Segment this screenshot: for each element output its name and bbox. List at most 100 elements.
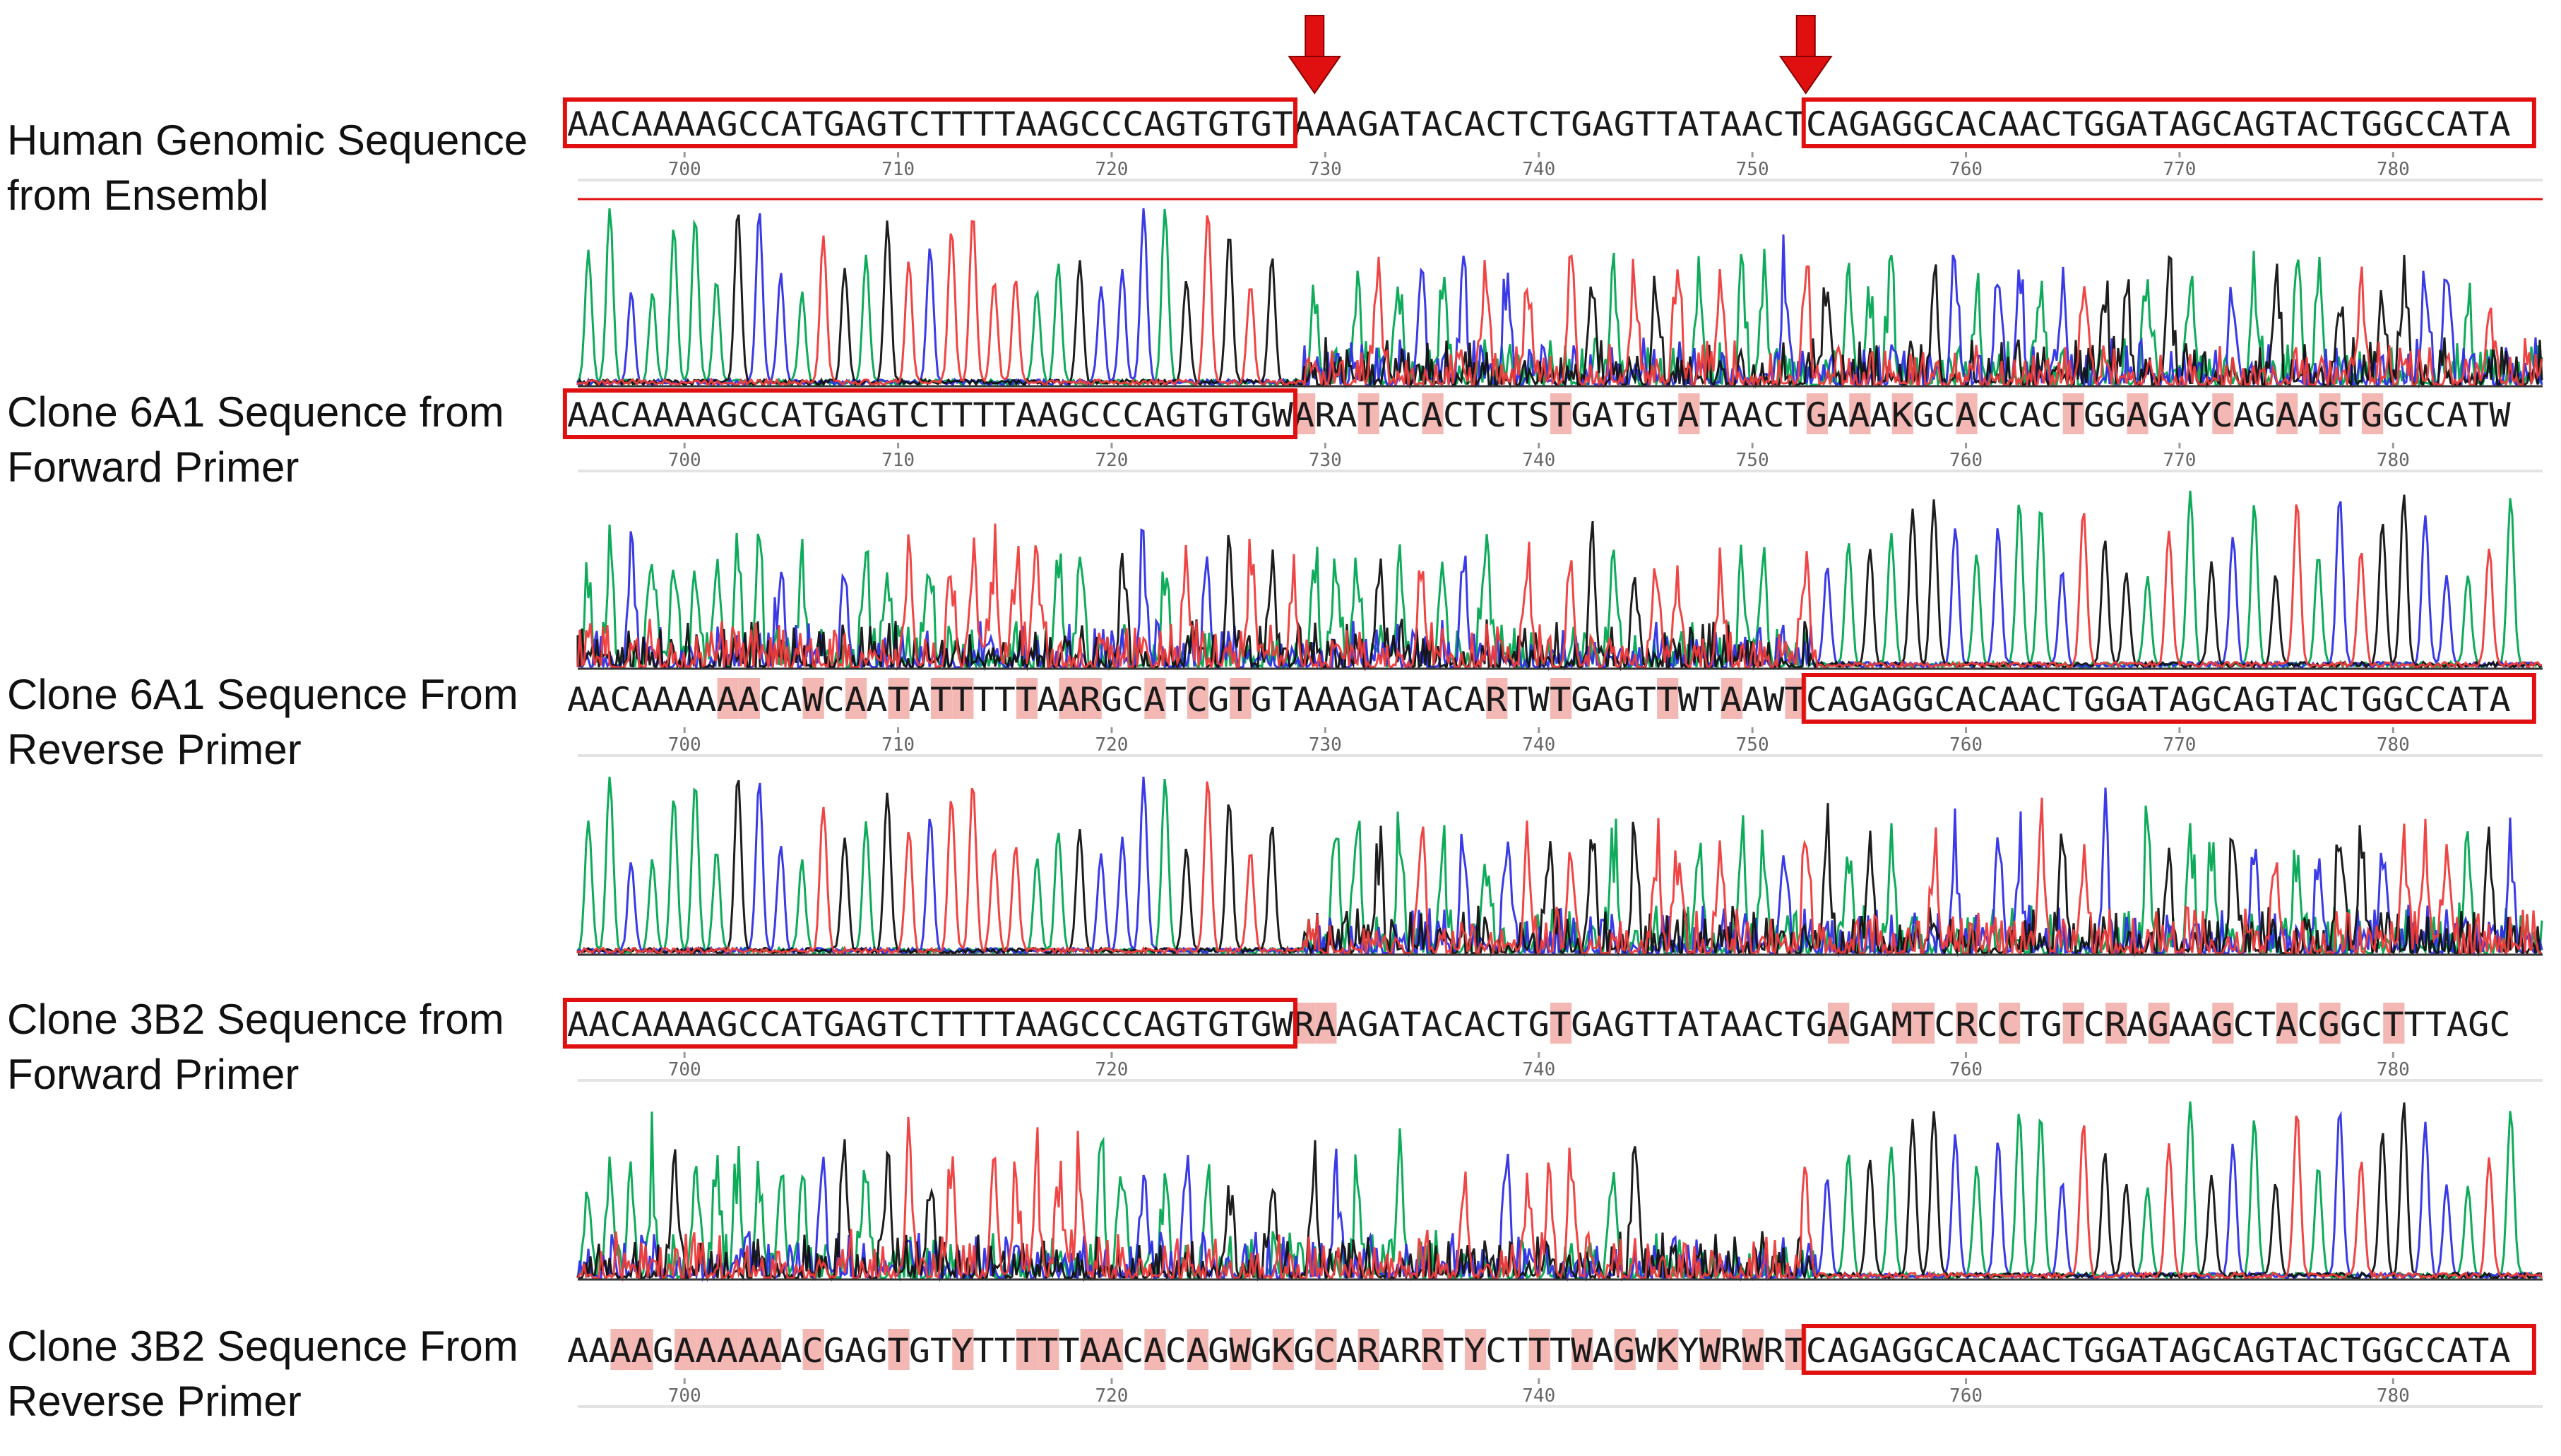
mismatch-highlight bbox=[1550, 678, 1572, 719]
tick-label: 740 bbox=[1522, 1385, 1555, 1407]
trace-G bbox=[576, 494, 2543, 672]
mismatch-highlight bbox=[1891, 1003, 1913, 1044]
mismatch-highlight bbox=[2062, 1003, 2084, 1044]
mismatch-highlight bbox=[1144, 1329, 1166, 1370]
mismatch-highlight bbox=[2276, 393, 2298, 434]
mismatch-highlight bbox=[1187, 1329, 1209, 1370]
mismatch-highlight bbox=[1571, 1329, 1593, 1370]
trace-T bbox=[576, 781, 2542, 957]
tick-label: 770 bbox=[2163, 734, 2196, 756]
mismatch-highlight bbox=[675, 1329, 696, 1370]
mismatch-highlight bbox=[2276, 1003, 2298, 1044]
sequence-text: AACAAAAGCCATGAGTCTTTTAAGCCCAGTGTGWARATAC… bbox=[567, 396, 2512, 435]
tick-label: 720 bbox=[1095, 450, 1128, 471]
mismatch-highlight bbox=[1657, 678, 1679, 719]
mismatch-highlight bbox=[1016, 1329, 1038, 1370]
mismatch-highlight bbox=[1016, 678, 1038, 719]
sequence-genomic: AACAAAAGCCATGAGTCTTTTAAGCCCAGTGTGTAAAGAT… bbox=[567, 105, 2511, 144]
sequence-text: AACAAAAGCCATGAGTCTTTTAAGCCCAGTGTGWRAAGAT… bbox=[567, 1006, 2511, 1044]
mismatch-highlight bbox=[1550, 393, 1572, 434]
mismatch-highlight bbox=[1315, 1329, 1337, 1370]
position-ruler: 700 710 720 730 740 750 760 770 780 bbox=[578, 152, 2543, 181]
mismatch-highlight bbox=[2127, 393, 2149, 434]
chromatogram-3b2-reverse bbox=[576, 1101, 2543, 1282]
mismatch-highlight bbox=[1101, 1329, 1124, 1370]
tick-label: 720 bbox=[1095, 734, 1128, 756]
matching-region-box bbox=[1801, 673, 2536, 724]
tick-label: 780 bbox=[2377, 159, 2410, 180]
mismatch-highlight bbox=[738, 678, 761, 719]
tick-label: 780 bbox=[2377, 1385, 2410, 1407]
tick-label: 740 bbox=[1522, 1059, 1555, 1080]
mismatch-highlight bbox=[1294, 1003, 1316, 1044]
mismatch-highlight bbox=[1230, 678, 1252, 719]
tick-label: 700 bbox=[668, 450, 701, 471]
panel-label-line: Clone 6A1 Sequence From bbox=[7, 671, 518, 718]
matching-region-box bbox=[562, 388, 1298, 439]
mismatch-highlight bbox=[1956, 393, 1978, 434]
mismatch-highlight bbox=[1699, 1329, 1721, 1370]
mismatch-highlight bbox=[930, 678, 953, 719]
panel-label-line: Clone 6A1 Sequence from bbox=[7, 388, 504, 436]
position-ruler: 700 720 740 760 780 bbox=[578, 1378, 2543, 1408]
mismatch-highlight bbox=[1059, 678, 1081, 719]
panel-3b2-reverse: AAAAGAAAAAACGAGTGTYTTTTTAACACAGWGKGCARAR… bbox=[567, 1101, 2543, 1408]
mismatch-highlight bbox=[1657, 1329, 1679, 1370]
tick-label: 780 bbox=[2377, 450, 2410, 471]
trace-A bbox=[576, 490, 2543, 672]
mismatch-highlight bbox=[1742, 1329, 1764, 1370]
sequence-3b2-forward: AACAAAAGCCATGAGTCTTTTAAGCCCAGTGTGWRAAGAT… bbox=[567, 1006, 2511, 1044]
mismatch-highlight bbox=[1678, 393, 1700, 434]
tick-label: 750 bbox=[1736, 450, 1769, 471]
mismatch-highlight bbox=[1422, 1329, 1444, 1370]
panel-label: Clone 3B2 Sequence From Reverse Primer bbox=[7, 1319, 518, 1429]
mismatch-highlight bbox=[717, 678, 739, 719]
mismatch-highlight bbox=[1272, 1329, 1295, 1370]
panel-label-line: from Ensembl bbox=[7, 172, 269, 219]
mismatch-highlight bbox=[1528, 1329, 1550, 1370]
mismatch-highlight bbox=[1550, 1003, 1572, 1044]
mismatch-highlight bbox=[1721, 678, 1743, 719]
panel-label-line: Forward Primer bbox=[7, 1051, 299, 1098]
tick-label: 740 bbox=[1522, 450, 1555, 471]
mismatch-highlight bbox=[845, 678, 867, 719]
tick-label: 700 bbox=[668, 734, 701, 756]
chromatogram-6a1-forward bbox=[576, 208, 2543, 389]
mismatch-highlights bbox=[610, 1329, 1807, 1370]
sequence-3b2-reverse: AAAAGAAAAAACGAGTGTYTTTTTAACACAGWGKGCARAR… bbox=[567, 1332, 2511, 1371]
mismatch-highlight bbox=[1038, 1329, 1059, 1370]
mismatch-highlight bbox=[1144, 678, 1166, 719]
panel-label-line: Clone 3B2 Sequence from bbox=[7, 996, 504, 1043]
matching-region-box bbox=[562, 97, 1298, 148]
tick-label: 730 bbox=[1309, 450, 1342, 471]
mismatch-highlight bbox=[2062, 393, 2084, 434]
mismatch-highlight bbox=[1806, 393, 1828, 434]
mismatch-highlight bbox=[1891, 393, 1913, 434]
sequence-text: AAAAGAAAAAACGAGTGTYTTTTTAACACAGWGKGCARAR… bbox=[567, 1332, 2511, 1371]
mismatch-highlight bbox=[1315, 1003, 1337, 1044]
mismatch-highlight bbox=[1080, 678, 1102, 719]
panel-label-line: Reverse Primer bbox=[7, 1378, 302, 1425]
matching-region-box bbox=[562, 998, 1298, 1049]
panel-label: Clone 6A1 Sequence from Forward Primer bbox=[7, 385, 504, 495]
mismatch-highlight bbox=[802, 678, 824, 719]
tick-label: 730 bbox=[1309, 159, 1342, 180]
mismatch-highlight bbox=[631, 1329, 653, 1370]
mismatch-highlight bbox=[2383, 1003, 2405, 1044]
mismatch-highlight bbox=[2319, 393, 2341, 434]
mismatch-highlight bbox=[1187, 678, 1209, 719]
mismatch-highlight bbox=[717, 1329, 739, 1370]
tick-label: 700 bbox=[668, 159, 701, 180]
panel-label-line: Human Genomic Sequence bbox=[7, 117, 528, 164]
panel-6a1-forward: AACAAAAGCCATGAGTCTTTTAAGCCCAGTGTGWARATAC… bbox=[562, 208, 2543, 472]
tick-label: 720 bbox=[1095, 159, 1128, 180]
tick-label: 760 bbox=[1949, 159, 1983, 180]
trace-G bbox=[576, 1102, 2543, 1282]
tick-label: 770 bbox=[2163, 159, 2196, 180]
mismatch-highlight bbox=[1998, 1003, 2021, 1044]
mismatch-highlight bbox=[1614, 1329, 1636, 1370]
mismatch-highlight bbox=[1827, 1003, 1850, 1044]
tick-label: 700 bbox=[668, 1059, 701, 1080]
tick-label: 760 bbox=[1949, 734, 1983, 756]
mismatch-highlight bbox=[2148, 1003, 2170, 1044]
